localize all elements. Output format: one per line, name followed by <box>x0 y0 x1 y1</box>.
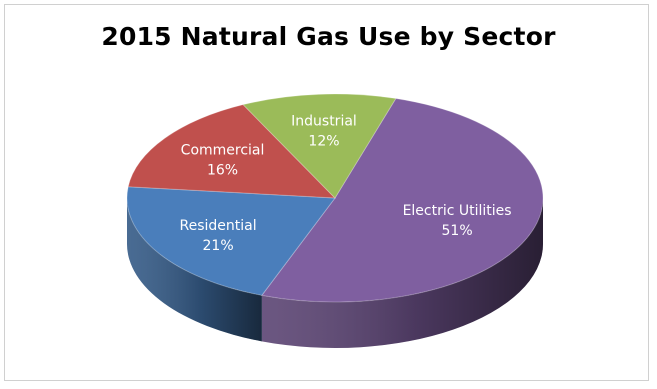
pie-slice-industrial <box>242 93 397 199</box>
chart-title: 2015 Natural Gas Use by Sector <box>101 22 556 51</box>
pie-side-shade-residential <box>126 198 262 342</box>
slice-percent-electric-utilities: 51% <box>442 223 473 239</box>
slice-percent-residential: 21% <box>203 238 234 254</box>
data-label-electric-utilities: Electric Utilities 51% <box>403 203 512 239</box>
slice-percent-industrial: 12% <box>308 134 339 150</box>
slice-percent-commercial: 16% <box>207 163 238 179</box>
slice-name-residential: Residential <box>180 218 257 234</box>
pie-slice-commercial <box>127 104 337 199</box>
pie-tops <box>126 93 544 303</box>
slice-name-industrial: Industrial <box>291 114 357 130</box>
data-label-industrial: Industrial 12% <box>291 114 357 150</box>
data-label-commercial: Commercial 16% <box>181 143 265 179</box>
pie-slice-electric-utilities <box>260 97 544 303</box>
pie-side-shade-electric-utilities <box>261 198 543 348</box>
pie-labels: Electric Utilities 51% Residential 21% Comme… <box>180 114 512 254</box>
pie-sides <box>126 198 543 348</box>
data-label-residential: Residential 21% <box>180 218 257 254</box>
pie-slice-residential <box>126 186 336 296</box>
slice-name-commercial: Commercial <box>181 143 265 159</box>
slice-name-electric-utilities: Electric Utilities <box>403 203 512 219</box>
